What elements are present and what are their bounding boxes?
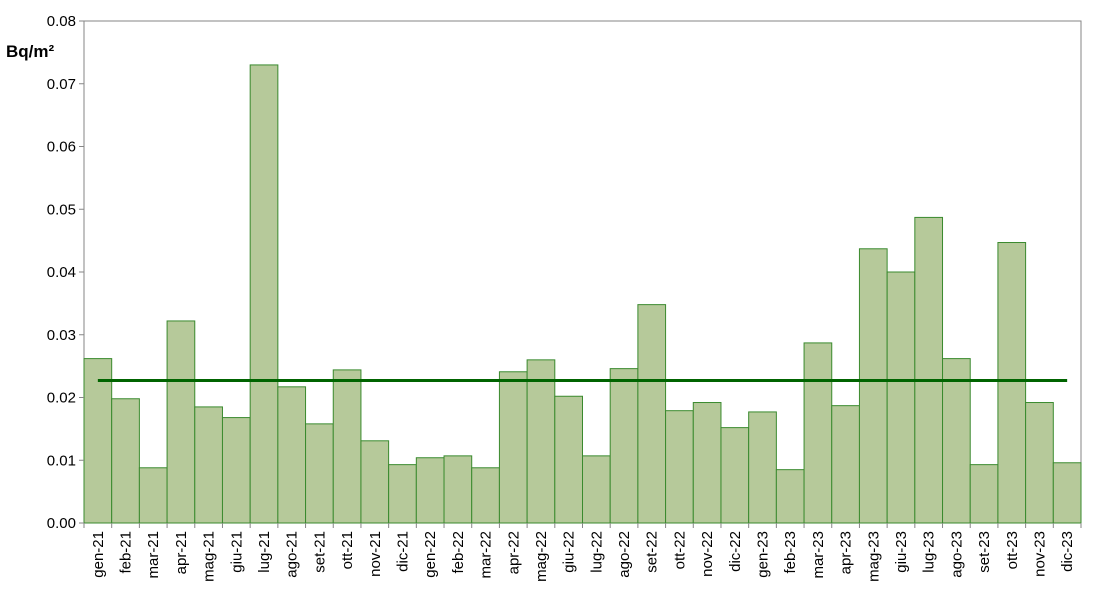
bar-ago-21 xyxy=(277,386,307,524)
x-tick-label: apr-21 xyxy=(173,531,190,574)
x-axis-ticks: gen-21 feb-21 mar-21 apr-21 mag-21 giu-21 lug-… xyxy=(83,523,1082,582)
x-tick-label: dic-21 xyxy=(394,531,411,572)
x-tick-label: gen-23 xyxy=(755,531,772,578)
x-tick-label: set-22 xyxy=(644,531,661,573)
bar-nov-21 xyxy=(360,440,390,524)
bar-dic-22 xyxy=(720,427,750,524)
x-tick-label: dic-23 xyxy=(1059,531,1076,572)
y-tick-label: 0.00 xyxy=(47,515,76,532)
x-tick-label: mar-22 xyxy=(478,531,495,579)
x-tick-label: giu-21 xyxy=(228,531,245,573)
bars xyxy=(83,64,1082,524)
bar-mar-21 xyxy=(138,467,168,524)
y-tick-label: 0.07 xyxy=(47,76,76,93)
bar-ago-23 xyxy=(942,358,971,524)
bar-feb-22 xyxy=(443,455,473,524)
bar-lug-21 xyxy=(249,64,279,524)
x-tick-label: nov-21 xyxy=(367,531,384,577)
bar-set-23 xyxy=(969,464,999,524)
bar-mar-23 xyxy=(803,342,833,524)
bar-apr-21 xyxy=(166,320,196,524)
bar-dic-21 xyxy=(388,464,417,524)
x-tick-label: ott-22 xyxy=(671,531,688,569)
y-tick-label: 0.08 xyxy=(47,13,76,30)
x-tick-label: giu-22 xyxy=(561,531,578,573)
x-tick-label: ott-23 xyxy=(1004,531,1021,569)
x-tick-label: gen-22 xyxy=(422,531,439,578)
y-axis-label: Bq/m² xyxy=(6,42,55,61)
x-tick-label: feb-23 xyxy=(782,531,799,574)
bar-ott-23 xyxy=(997,242,1027,524)
y-axis-ticks: 0.00 0.01 0.02 0.03 0.04 0.05 0.06 0.07 0.08 xyxy=(47,13,84,532)
x-tick-label: giu-23 xyxy=(893,531,910,573)
x-tick-label: lug-21 xyxy=(256,531,273,573)
bar-apr-22 xyxy=(498,371,528,524)
bar-nov-22 xyxy=(692,402,722,524)
x-tick-label: feb-22 xyxy=(450,531,467,574)
x-tick-label: ott-21 xyxy=(339,531,356,569)
x-tick-label: apr-22 xyxy=(505,531,522,574)
bar-nov-23 xyxy=(1025,402,1054,524)
bar-apr-23 xyxy=(831,405,860,524)
x-tick-label: ago-23 xyxy=(948,531,965,578)
bar-giu-23 xyxy=(886,271,916,524)
x-tick-label: dic-22 xyxy=(727,531,744,572)
x-tick-label: mar-23 xyxy=(810,531,827,579)
bar-mag-23 xyxy=(858,248,888,524)
x-tick-label: mag-21 xyxy=(201,531,218,582)
bar-set-21 xyxy=(305,423,334,524)
bar-mar-22 xyxy=(471,467,500,524)
bar-lug-22 xyxy=(582,455,611,524)
y-tick-label: 0.02 xyxy=(47,390,76,407)
x-tick-label: feb-21 xyxy=(118,531,135,574)
x-tick-label: mag-23 xyxy=(865,531,882,582)
bar-giu-21 xyxy=(221,417,251,524)
x-tick-label: ago-22 xyxy=(616,531,633,578)
bar-ago-22 xyxy=(609,368,639,524)
x-tick-label: gen-21 xyxy=(90,531,107,578)
x-tick-label: set-21 xyxy=(311,531,328,573)
x-tick-label: nov-22 xyxy=(699,531,716,577)
bar-mag-22 xyxy=(526,359,556,524)
x-tick-label: lug-23 xyxy=(921,531,938,573)
bar-gen-22 xyxy=(415,457,445,524)
y-tick-label: 0.04 xyxy=(47,264,76,281)
x-tick-label: lug-22 xyxy=(588,531,605,573)
y-tick-label: 0.01 xyxy=(47,452,76,469)
x-tick-label: mag-22 xyxy=(533,531,550,582)
y-tick-label: 0.05 xyxy=(47,201,76,218)
x-tick-label: set-23 xyxy=(976,531,993,573)
bar-gen-23 xyxy=(748,411,777,524)
bar-set-22 xyxy=(637,304,667,524)
bar-feb-23 xyxy=(775,469,805,524)
bar-gen-21 xyxy=(83,358,113,524)
x-tick-label: apr-23 xyxy=(838,531,855,574)
bar-feb-21 xyxy=(111,398,140,524)
x-tick-label: ago-21 xyxy=(284,531,301,578)
bar-dic-23 xyxy=(1052,462,1082,524)
bar-ott-22 xyxy=(665,410,694,524)
x-tick-label: mar-21 xyxy=(145,531,162,579)
bar-giu-22 xyxy=(554,395,583,524)
bar-ott-21 xyxy=(332,369,362,524)
y-tick-label: 0.03 xyxy=(47,327,76,344)
x-tick-label: nov-23 xyxy=(1031,531,1048,577)
y-tick-label: 0.06 xyxy=(47,139,76,156)
bar-lug-23 xyxy=(914,216,944,524)
bar-mag-21 xyxy=(194,406,223,524)
